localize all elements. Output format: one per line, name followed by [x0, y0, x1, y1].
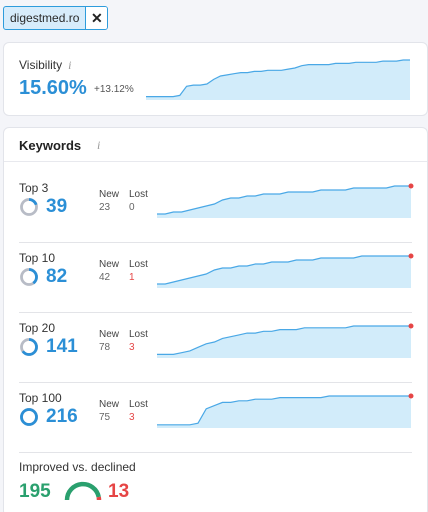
- row-divider: [19, 242, 412, 243]
- improved-declined-label: Improved vs. declined: [19, 460, 136, 474]
- domain-filter-chip[interactable]: digestmed.ro ✕: [3, 6, 109, 30]
- row-count[interactable]: 141: [46, 336, 78, 357]
- info-icon[interactable]: i: [97, 138, 101, 152]
- new-label: New: [99, 259, 120, 270]
- sparkline-end-dot: [408, 183, 414, 189]
- lost-value: 0: [129, 202, 135, 213]
- progress-ring-icon: [20, 338, 38, 356]
- row-count[interactable]: 216: [46, 406, 78, 427]
- sparkline-line: [146, 59, 410, 98]
- sparkline-area: [157, 256, 411, 288]
- lost-value: 1: [129, 272, 135, 283]
- lost-value: 3: [129, 342, 135, 353]
- keyword-row-top20: Top 20 141 New Lost 78 3: [19, 313, 414, 383]
- progress-ring-icon: [20, 268, 38, 286]
- visibility-change: +13.12%: [94, 84, 134, 95]
- keyword-row-top3: Top 3 39 New Lost 23 0: [19, 173, 414, 243]
- sparkline-line: [157, 395, 411, 426]
- new-label: New: [99, 329, 120, 340]
- sparkline-line: [157, 185, 411, 215]
- progress-ring-icon: [20, 408, 38, 426]
- lost-value: 3: [129, 412, 135, 423]
- new-value: 75: [99, 412, 111, 423]
- progress-ring-icon: [20, 198, 38, 216]
- keywords-header: Keywords i: [4, 128, 427, 162]
- new-label: New: [99, 399, 120, 410]
- visibility-label-wrap: Visibility i: [19, 58, 71, 73]
- row-label: Top 3: [19, 181, 49, 195]
- new-value: 78: [99, 342, 111, 353]
- sparkline-area: [157, 186, 411, 218]
- row-divider: [19, 312, 412, 313]
- row-label: Top 10: [19, 251, 56, 265]
- new-value: 42: [99, 272, 111, 283]
- ring-fill: [20, 268, 38, 286]
- keyword-row-top100: Top 100 216 New Lost 75 3: [19, 383, 414, 453]
- lost-label: Lost: [129, 259, 148, 270]
- sparkline-area: [157, 396, 411, 428]
- row-sparkline: [157, 183, 414, 218]
- sparkline-end-dot: [408, 323, 414, 329]
- visibility-value: 15.60%: [19, 77, 87, 99]
- close-icon[interactable]: ✕: [85, 7, 108, 29]
- row-label: Top 100: [19, 391, 62, 405]
- sparkline-line: [157, 255, 411, 285]
- domain-filter-label: digestmed.ro: [10, 11, 80, 25]
- visibility-sparkline: [146, 59, 410, 100]
- sparkline-area: [157, 326, 411, 358]
- keywords-title: Keywords: [19, 138, 82, 153]
- row-divider: [19, 382, 412, 383]
- row-sparkline: [157, 253, 414, 288]
- keyword-row-top10: Top 10 82 New Lost 42 1: [19, 243, 414, 313]
- gauge-improved-arc: [64, 481, 101, 501]
- keywords-card: Keywords i Top 3 39 New Lost 23 0 Top 10…: [3, 127, 428, 512]
- improved-count[interactable]: 195: [19, 481, 51, 502]
- visibility-label: Visibility: [19, 58, 63, 72]
- row-divider: [19, 452, 412, 453]
- ring-fill: [20, 338, 38, 356]
- row-label: Top 20: [19, 321, 56, 335]
- row-sparkline: [157, 323, 414, 358]
- new-label: New: [99, 189, 120, 200]
- row-sparkline: [157, 393, 414, 428]
- new-value: 23: [99, 202, 111, 213]
- visibility-card: Visibility i 15.60% +13.12%: [3, 42, 428, 116]
- sparkline-line: [157, 325, 411, 355]
- sparkline-end-dot: [408, 393, 414, 399]
- lost-label: Lost: [129, 189, 148, 200]
- ring-fill: [20, 198, 38, 216]
- lost-label: Lost: [129, 399, 148, 410]
- info-icon[interactable]: i: [68, 58, 72, 72]
- ring-fill: [20, 408, 38, 426]
- row-count[interactable]: 82: [46, 266, 68, 287]
- declined-count[interactable]: 13: [108, 481, 130, 502]
- sparkline-end-dot: [408, 253, 414, 259]
- improved-declined-gauge-icon: [64, 481, 102, 501]
- sparkline-area: [146, 60, 410, 100]
- lost-label: Lost: [129, 329, 148, 340]
- row-count[interactable]: 39: [46, 196, 68, 217]
